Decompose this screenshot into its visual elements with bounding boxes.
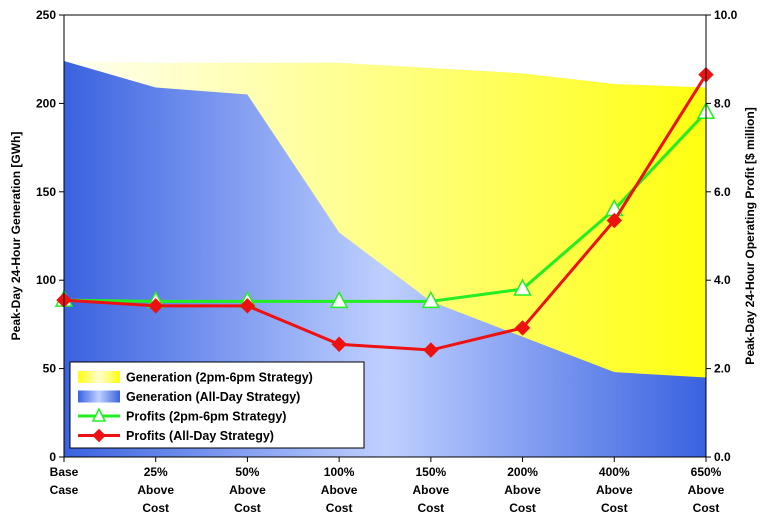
plot-areas [64, 60, 706, 457]
legend: Generation (2pm-6pm Strategy) Generation … [69, 361, 365, 449]
x-tick-label-line: Cost [326, 501, 353, 515]
x-tick-label-line: Above [504, 483, 541, 497]
x-tick-label-line: Cost [142, 501, 169, 515]
point-profits-all-day-strategy-2 [239, 298, 256, 314]
x-tick-label-line: Above [229, 483, 266, 497]
x-tick-label: 50% Above Cost [229, 465, 266, 515]
x-tick-label: Base Case [50, 465, 79, 497]
x-tick-label: 100% Above Cost [321, 465, 358, 515]
x-tick-label-line: Cost [418, 501, 445, 515]
left-axis: 0 50 100 150 200 250 [36, 8, 64, 464]
x-tick-label-line: Base [50, 465, 79, 479]
x-tick-label-line: 100% [324, 465, 355, 479]
legend-label-profits-2pm-6pm-strategy: Profits (2pm-6pm Strategy) [126, 410, 286, 424]
x-tick-label-line: Above [321, 483, 358, 497]
left-tick-label: 100 [36, 273, 56, 287]
x-tick-label-line: 200% [507, 465, 538, 479]
legend-swatch-generation-all-day-strategy [78, 390, 120, 403]
point-profits-all-day-strategy-6 [606, 212, 622, 229]
x-tick-label-line: 400% [599, 465, 630, 479]
right-tick-label: 10.0 [714, 8, 738, 22]
point-profits-all-day-strategy-3 [331, 336, 347, 352]
x-axis: Base Case 25% Above Cost 50% Above Cost 100% Abov… [50, 457, 725, 515]
x-tick-label-line: Case [50, 483, 79, 497]
legend-marker-profits-all-day-strategy [92, 428, 106, 443]
legend-label-generation-all-day-strategy: Generation (All-Day Strategy) [126, 390, 300, 404]
x-tick-label-line: Cost [234, 501, 261, 515]
point-profits-2pm-6pm-strategy-3 [329, 290, 349, 309]
x-tick-label-line: Above [137, 483, 174, 497]
x-tick-label-line: Above [596, 483, 633, 497]
legend-entries: Generation (2pm-6pm Strategy) Generation … [78, 371, 313, 443]
x-tick-label-line: Cost [693, 501, 720, 515]
x-tick-label-line: Cost [601, 501, 628, 515]
x-tick-label-line: 150% [416, 465, 447, 479]
legend-label-profits-all-day-strategy: Profits (All-Day Strategy) [126, 429, 274, 443]
point-profits-2pm-6pm-strategy-4 [421, 290, 441, 309]
legend-marker-profits-2pm-6pm-strategy [91, 407, 107, 422]
point-profits-all-day-strategy-1 [148, 298, 164, 314]
x-tick-label: 650% Above Cost [688, 465, 725, 515]
left-tick-label: 250 [36, 8, 56, 22]
right-axis: 0.0 2.0 4.0 6.0 8.0 10.0 [706, 8, 738, 464]
right-tick-label: 6.0 [714, 185, 731, 199]
area-generation-all-day-strategy [64, 60, 706, 457]
point-profits-all-day-strategy-4 [423, 342, 439, 358]
x-tick-label: 400% Above Cost [596, 465, 633, 515]
right-tick-label: 4.0 [714, 273, 731, 287]
x-tick-label: 25% Above Cost [137, 465, 174, 515]
line-profits-all-day-strategy [63, 73, 708, 352]
legend-swatch-generation-2pm-6pm-strategy [78, 371, 120, 383]
point-profits-2pm-6pm-strategy-5 [513, 278, 532, 296]
legend-label-generation-2pm-6pm-strategy: Generation (2pm-6pm Strategy) [126, 371, 313, 385]
x-tick-label: 200% Above Cost [504, 465, 541, 515]
x-tick-label-line: Above [688, 483, 725, 497]
line-profits-2pm-6pm-strategy [63, 111, 708, 303]
right-axis-title: Peak-Day 24-Hour Operating Profit [$ mil… [743, 107, 757, 364]
x-tick-label-line: Above [413, 483, 450, 497]
left-tick-label: 200 [36, 96, 56, 110]
right-tick-label: 8.0 [714, 96, 731, 110]
right-tick-label: 2.0 [714, 362, 731, 376]
x-tick-label-line: 25% [144, 465, 168, 479]
right-tick-label: 0.0 [714, 450, 731, 464]
x-tick-label-line: 650% [691, 465, 722, 479]
left-axis-title: Peak-Day 24-Hour Generation [GWh] [9, 132, 23, 341]
x-tick-label: 150% Above Cost [413, 465, 450, 515]
x-tick-label-line: Cost [509, 501, 536, 515]
plot-frame [63, 14, 707, 458]
x-tick-label-line: 50% [235, 465, 259, 479]
point-profits-all-day-strategy-5 [514, 320, 531, 336]
left-tick-label: 150 [36, 185, 56, 199]
left-tick-label: 0 [49, 450, 56, 464]
left-tick-label: 50 [43, 362, 57, 376]
